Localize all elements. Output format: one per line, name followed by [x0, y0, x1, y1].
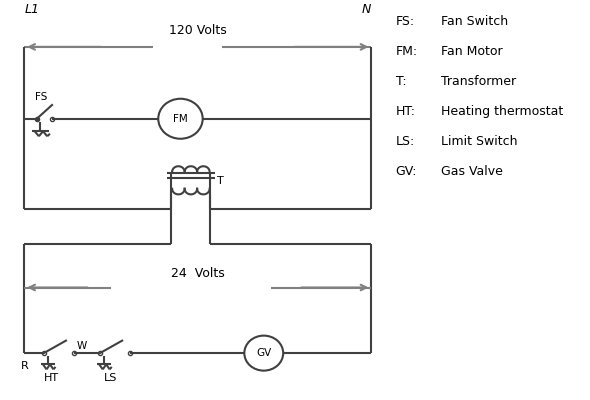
Text: GV:: GV:	[396, 165, 417, 178]
Text: N: N	[362, 3, 371, 16]
Text: GV: GV	[256, 348, 271, 358]
Text: 24  Volts: 24 Volts	[171, 267, 225, 280]
Text: LS:: LS:	[396, 135, 415, 148]
Text: Fan Motor: Fan Motor	[441, 45, 503, 58]
Text: Fan Switch: Fan Switch	[441, 15, 508, 28]
Text: Gas Valve: Gas Valve	[441, 165, 503, 178]
Text: W: W	[77, 341, 87, 351]
Text: HT: HT	[44, 373, 59, 383]
Text: R: R	[21, 361, 28, 371]
Text: HT:: HT:	[396, 105, 415, 118]
Text: Heating thermostat: Heating thermostat	[441, 105, 563, 118]
Text: T:: T:	[396, 75, 407, 88]
Text: T: T	[217, 176, 224, 186]
Text: 120 Volts: 120 Volts	[169, 24, 227, 38]
Text: L1: L1	[24, 3, 40, 16]
Text: Limit Switch: Limit Switch	[441, 135, 517, 148]
Text: FS:: FS:	[396, 15, 415, 28]
Text: FS: FS	[35, 92, 48, 102]
Text: FM:: FM:	[396, 45, 418, 58]
Text: LS: LS	[104, 373, 118, 383]
Text: FM: FM	[173, 114, 188, 124]
Text: Transformer: Transformer	[441, 75, 516, 88]
